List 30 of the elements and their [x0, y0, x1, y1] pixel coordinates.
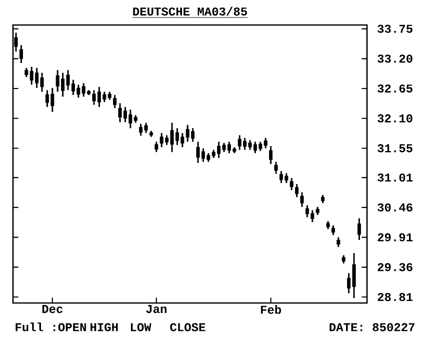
y-tick-label: 32.10 — [378, 114, 412, 122]
text: Full :OPEN — [16, 322, 86, 332]
x-tick-label: Jan — [146, 305, 166, 314]
candlestick — [331, 224, 335, 236]
candlestick — [269, 145, 273, 165]
text: HIGH — [90, 323, 118, 332]
candlestick — [154, 141, 158, 153]
y-tick-label: 31.01 — [378, 173, 413, 182]
y-tick-label: 29.36 — [378, 263, 412, 272]
text: DATE: 850227 — [330, 323, 414, 332]
y-tick-label: 33.75 — [378, 24, 412, 33]
y-tick-label: 31.55 — [378, 144, 412, 152]
x-tick-label: Dec — [42, 305, 63, 314]
candlestick — [290, 177, 294, 191]
text: CLOSE — [170, 323, 206, 332]
candlestick — [113, 94, 117, 109]
candlestick — [274, 161, 278, 175]
y-tick-label: 29.91 — [378, 233, 413, 242]
text: LOW — [130, 323, 152, 332]
candlestick — [295, 183, 299, 198]
y-tick-label: 32.65 — [378, 84, 412, 93]
x-tick-label: Feb — [260, 305, 282, 314]
candlestick — [336, 236, 340, 248]
candlestick — [357, 218, 361, 241]
candlestick — [300, 192, 304, 208]
chart-title: DEUTSCHE MA03/85 — [133, 6, 247, 16]
y-tick-label: 30.46 — [378, 203, 412, 212]
candlestick — [19, 44, 23, 64]
y-tick-label: 28.81 — [378, 292, 413, 302]
y-tick-label: 33.20 — [378, 54, 412, 63]
